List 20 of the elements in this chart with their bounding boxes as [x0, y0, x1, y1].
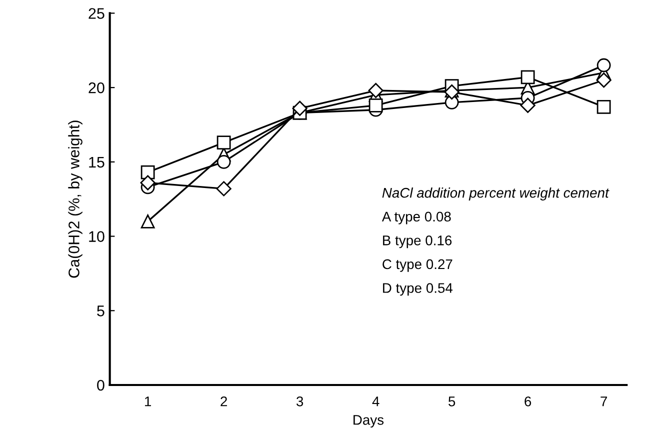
x-tick-label: 4 — [372, 396, 380, 406]
x-tick-label: 6 — [524, 396, 532, 406]
x-axis-title: Days — [354, 415, 384, 428]
y-tick-label: 20 — [88, 82, 104, 94]
y-tick-label: 25 — [88, 8, 104, 19]
y-tick-label: 10 — [89, 231, 104, 242]
y-axis-title: Ca(0H)2 (%, by weight) — [68, 120, 82, 278]
x-tick-label: 1 — [145, 396, 152, 406]
annotation: B type 0.16 — [383, 236, 452, 248]
x-tick-label: 2 — [220, 396, 227, 406]
annotation: NaCl addition percent weight cement — [382, 188, 610, 200]
x-tick-label: 3 — [296, 396, 304, 406]
y-tick-label: 0 — [97, 380, 104, 391]
x-tick-label: 5 — [448, 396, 456, 406]
annotation: C type 0.27 — [382, 259, 452, 272]
annotation: A type 0.08 — [382, 212, 451, 224]
y-tick-label: 15 — [89, 156, 104, 168]
annotation: D type 0.54 — [383, 283, 453, 296]
y-tick-label: 5 — [97, 306, 104, 316]
x-tick-label: 7 — [600, 396, 607, 406]
